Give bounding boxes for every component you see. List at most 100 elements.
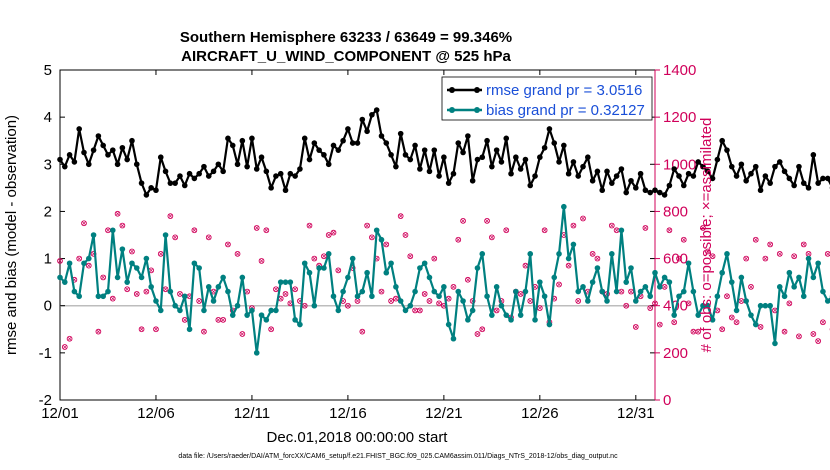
obs-assimilated-marker <box>153 327 159 332</box>
obs-possible-marker <box>388 298 394 304</box>
obs-assimilated-marker <box>393 296 399 301</box>
obs-assimilated-marker <box>273 286 279 292</box>
bias-point <box>210 298 217 304</box>
obs-assimilated-marker <box>129 249 135 254</box>
obs-assimilated-marker <box>379 289 384 294</box>
bias-point <box>685 260 692 267</box>
obs-possible-marker <box>436 300 442 307</box>
footnote: data file: /Users/raeder/DAI/ATM_forcXX/… <box>178 453 618 460</box>
obs-assimilated-marker <box>168 213 173 219</box>
obs-possible-marker <box>484 218 490 224</box>
rmse-point <box>143 192 150 198</box>
bias-point <box>109 227 116 234</box>
obs-possible-marker <box>800 241 807 248</box>
obs-assimilated-marker <box>739 298 744 304</box>
bias-point <box>704 302 711 309</box>
rmse-point <box>196 170 202 177</box>
obs-assimilated-marker <box>566 263 571 268</box>
obs-possible-marker <box>359 328 366 335</box>
obs-possible-marker <box>431 255 438 262</box>
rmse-point <box>781 168 788 175</box>
obs-assimilated-marker <box>527 298 533 304</box>
obs-possible-marker <box>426 298 433 304</box>
y-right-tick-label: 1000 <box>663 156 696 173</box>
obs-possible-marker <box>263 227 270 234</box>
bias-point <box>671 312 677 318</box>
bias-point <box>805 255 812 262</box>
obs-assimilated-marker <box>595 256 600 261</box>
bias-point <box>345 274 351 281</box>
rmse-point <box>57 156 63 163</box>
bias-point <box>71 288 78 295</box>
rmse-point <box>220 168 226 175</box>
obs-assimilated-marker <box>811 331 816 337</box>
rmse-point <box>205 173 212 179</box>
bias-point <box>133 265 140 271</box>
rmse-point <box>642 187 649 194</box>
bias-point <box>412 288 418 295</box>
obs-assimilated-marker <box>571 223 576 228</box>
rmse-point <box>412 142 418 149</box>
rmse-point <box>369 111 375 118</box>
obs-possible-marker <box>565 262 572 269</box>
rmse-point <box>95 133 102 139</box>
obs-assimilated-marker <box>580 216 586 221</box>
y-left-tick-label: 1 <box>44 251 52 268</box>
obs-assimilated-marker <box>590 251 595 257</box>
obs-assimilated-marker <box>763 256 768 261</box>
obs-assimilated-marker <box>57 258 63 264</box>
bias-point <box>541 293 548 300</box>
obs-assimilated-marker <box>388 298 394 304</box>
obs-possible-marker <box>815 338 821 344</box>
obs-assimilated-marker <box>331 230 336 235</box>
obs-assimilated-marker <box>201 329 207 334</box>
obs-possible-marker <box>642 225 649 231</box>
rmse-point <box>556 159 562 165</box>
obs-possible-marker <box>767 241 774 248</box>
bias-point <box>95 293 102 300</box>
y-left-tick-label: 3 <box>44 156 52 173</box>
bias-point <box>810 274 817 281</box>
obs-assimilated-marker <box>139 327 144 332</box>
obs-possible-marker <box>652 300 658 307</box>
rmse-point <box>229 142 236 149</box>
obs-assimilated-marker <box>172 235 178 240</box>
bias-point <box>153 298 159 304</box>
rmse-point <box>465 133 471 139</box>
rmse-point <box>767 180 773 186</box>
obs-possible-marker <box>455 236 462 243</box>
bias-point <box>676 293 682 300</box>
obs-assimilated-marker <box>225 242 231 247</box>
legend: rmse grand pr = 3.0516 bias grand pr = 0… <box>441 76 653 121</box>
bias-point <box>743 298 749 304</box>
bias-point <box>359 288 366 295</box>
rmse-point <box>599 187 606 194</box>
bias-point <box>656 284 663 290</box>
bias-point <box>604 298 610 304</box>
bias-point <box>172 302 178 309</box>
obs-possible-marker <box>407 253 414 260</box>
rmse-point <box>393 163 399 170</box>
obs-possible-marker <box>321 253 327 260</box>
rmse-point <box>743 177 749 184</box>
bias-point <box>297 321 303 328</box>
bias-point <box>776 284 783 290</box>
bias-point <box>455 288 462 295</box>
rmse-point <box>273 173 279 179</box>
bias-point <box>417 265 423 271</box>
bias-point <box>239 274 246 281</box>
rmse-point <box>297 166 303 172</box>
bias-point <box>306 269 313 276</box>
bias-point <box>618 227 625 234</box>
obs-possible-marker <box>575 298 582 304</box>
bias-point <box>229 312 236 318</box>
obs-possible-marker <box>704 248 711 255</box>
rmse-point <box>383 140 390 146</box>
bias-point <box>196 265 202 271</box>
bias-point <box>301 260 308 267</box>
rmse-point <box>541 144 548 151</box>
obs-assimilated-marker <box>456 237 461 242</box>
rmse-point <box>105 152 111 158</box>
obs-assimilated-marker <box>475 331 480 337</box>
rmse-point <box>335 147 342 153</box>
